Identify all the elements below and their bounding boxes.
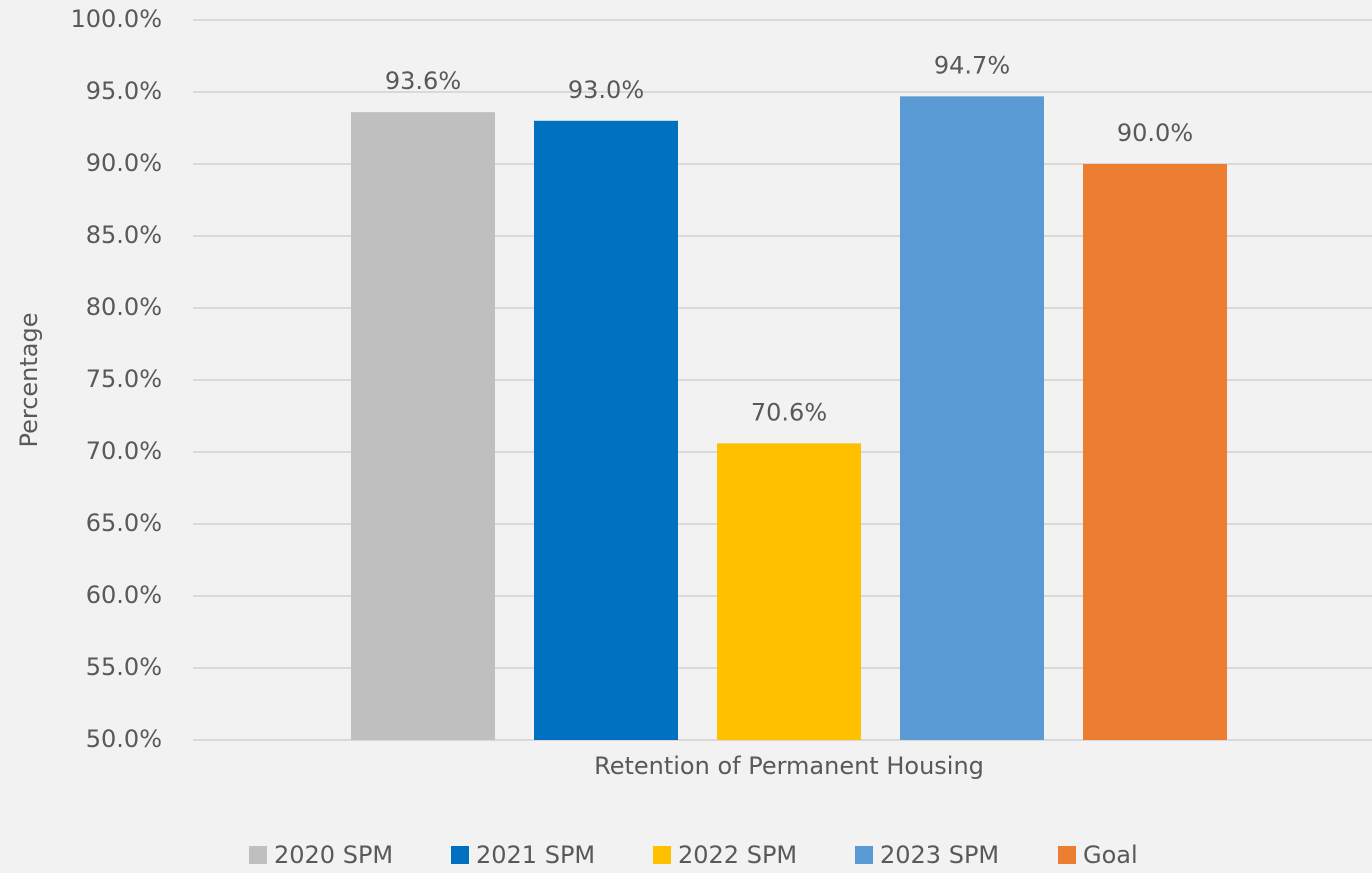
x-tick-label: Retention of Permanent Housing: [594, 752, 984, 780]
data-label: 93.0%: [568, 76, 644, 104]
legend-swatch: [653, 846, 671, 864]
bar: [717, 443, 861, 740]
legend-label: 2021 SPM: [476, 841, 595, 869]
legend-swatch: [451, 846, 469, 864]
data-label: 93.6%: [385, 67, 461, 95]
y-tick-label: 80.0%: [86, 293, 162, 321]
data-label: 70.6%: [751, 398, 827, 426]
legend-label: Goal: [1083, 841, 1138, 869]
y-tick-label: 70.0%: [86, 437, 162, 465]
y-tick-label: 95.0%: [86, 77, 162, 105]
legend-label: 2022 SPM: [678, 841, 797, 869]
bar: [351, 112, 495, 740]
y-tick-label: 60.0%: [86, 581, 162, 609]
bar: [1083, 164, 1227, 740]
y-tick-label: 50.0%: [86, 725, 162, 753]
legend-swatch: [249, 846, 267, 864]
legend-label: 2023 SPM: [880, 841, 999, 869]
y-tick-label: 100.0%: [70, 5, 162, 33]
bar: [900, 96, 1044, 740]
legend-label: 2020 SPM: [274, 841, 393, 869]
legend-swatch: [1058, 846, 1076, 864]
y-tick-label: 75.0%: [86, 365, 162, 393]
bar: [534, 120, 678, 741]
y-axis-title: Percentage: [15, 312, 43, 447]
y-tick-label: 65.0%: [86, 509, 162, 537]
y-tick-label: 90.0%: [86, 149, 162, 177]
legend-swatch: [855, 846, 873, 864]
y-tick-label: 55.0%: [86, 653, 162, 681]
y-tick-label: 85.0%: [86, 221, 162, 249]
data-label: 90.0%: [1117, 119, 1193, 147]
data-label: 94.7%: [934, 51, 1010, 79]
